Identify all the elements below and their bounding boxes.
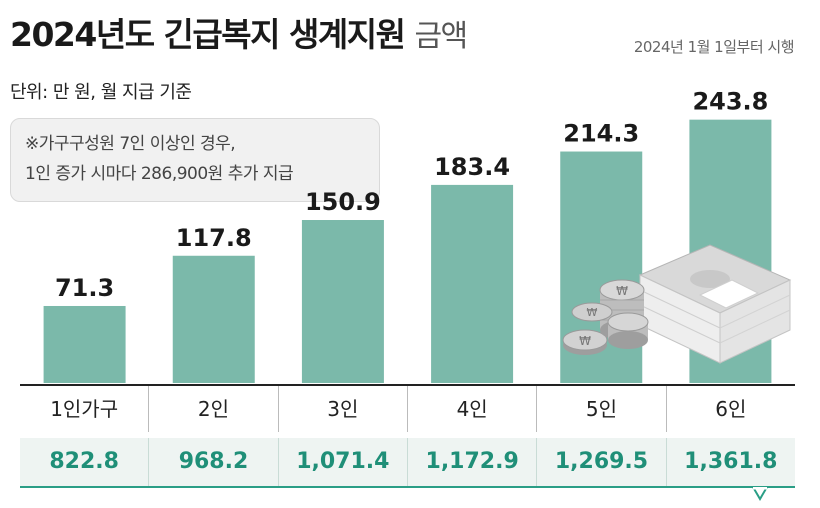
svg-text:₩: ₩ <box>587 306 598 319</box>
note-box: ※가구구성원 7인 이상인 경우, 1인 증가 시마다 286,900원 추가 … <box>10 118 380 202</box>
table-value: 968.2 <box>149 438 279 486</box>
category-label: 3인 <box>279 386 408 432</box>
bar <box>301 220 384 383</box>
category-row: 1인가구 2인 3인 4인 5인 6인 <box>20 384 795 432</box>
table-value: 822.8 <box>20 438 150 486</box>
note-line-2: 1인 증가 시마다 286,900원 추가 지급 <box>25 164 294 184</box>
bar-value-label: 243.8 <box>692 88 768 116</box>
table-value: 1,172.9 <box>408 438 538 486</box>
title-light: 금액 <box>414 19 468 54</box>
svg-text:₩: ₩ <box>616 284 628 298</box>
unit-label: 단위: 만 원, 월 지급 기준 <box>10 82 192 103</box>
table-value: 1,361.8 <box>684 449 778 474</box>
bar <box>172 255 255 383</box>
page-title: 2024년도 긴급복지 생계지원 금액 <box>10 8 468 56</box>
effective-date: 2024년 1월 1일부터 시행 <box>633 38 795 56</box>
speech-tail-icon <box>752 487 768 501</box>
note-line-1: ※가구구성원 7인 이상인 경우, <box>25 134 236 154</box>
bar <box>43 305 126 383</box>
bar-value-label: 183.4 <box>434 153 510 181</box>
svg-text:₩: ₩ <box>579 334 591 348</box>
bar-value-label: 150.9 <box>305 188 381 216</box>
annual-value-row: 822.8 968.2 1,071.4 1,172.9 1,269.5 1,36… <box>20 438 795 488</box>
table-value: 1,269.5 <box>537 438 667 486</box>
category-label: 1인가구 <box>20 386 150 432</box>
bar-value-label: 214.3 <box>563 120 639 148</box>
bar-value-label: 117.8 <box>176 224 252 252</box>
title-bold: 2024년도 긴급복지 생계지원 <box>10 15 406 54</box>
category-label: 5인 <box>537 386 667 432</box>
category-label: 2인 <box>149 386 279 432</box>
bar <box>431 184 514 383</box>
category-label: 4인 <box>408 386 538 432</box>
category-label: 6인 <box>715 397 747 421</box>
bar-value-label: 71.3 <box>55 274 114 302</box>
table-value: 1,071.4 <box>279 438 408 486</box>
money-bills-coins-icon: ₩ ₩ ₩ <box>562 244 792 364</box>
